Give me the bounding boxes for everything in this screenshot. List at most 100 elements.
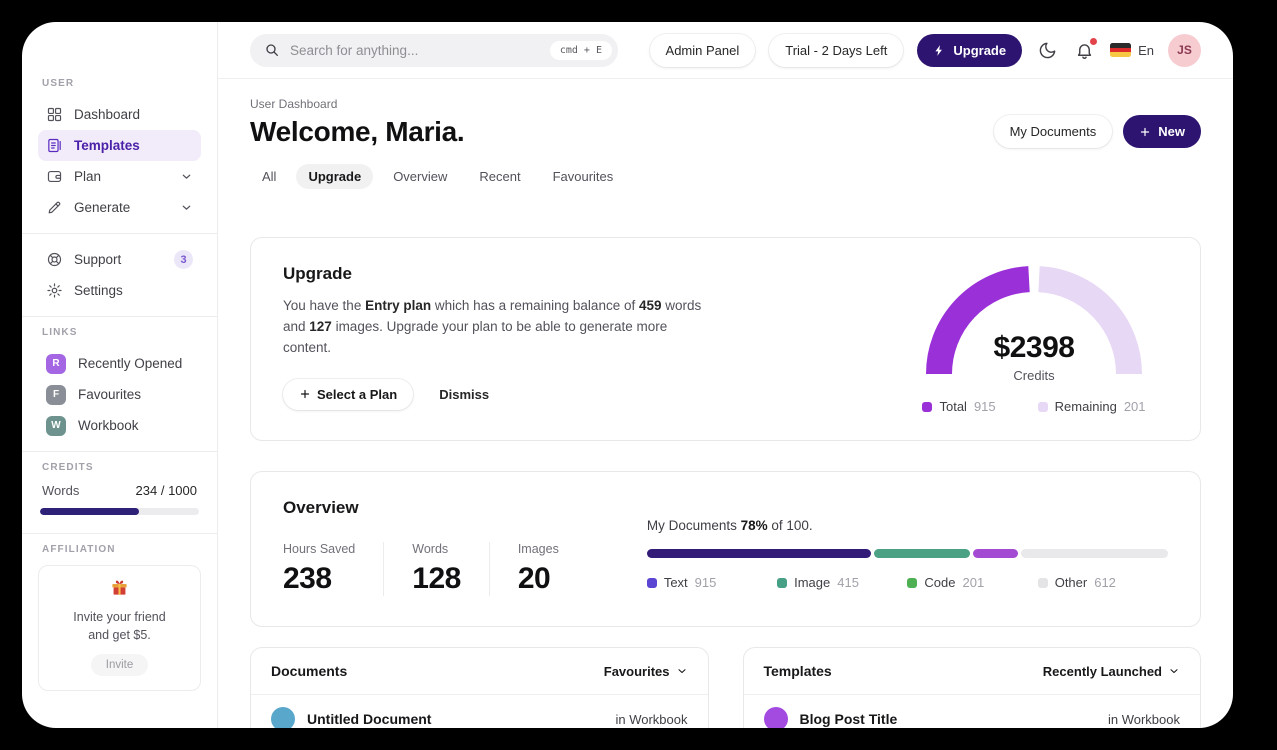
legend-value: 201 [962,575,985,590]
credits-progress-fill [40,508,139,515]
admin-panel-button[interactable]: Admin Panel [649,33,756,67]
new-button[interactable]: New [1123,115,1201,148]
invite-button[interactable]: Invite [90,654,149,677]
bar-segment [873,549,971,558]
link-initial-badge: F [46,384,66,405]
sidebar-item-plan[interactable]: Plan [38,161,201,192]
sidebar-divider [22,233,217,234]
documents-filter-dropdown[interactable]: Favourites [604,664,688,679]
stat-images: Images 20 [488,542,587,596]
legend-swatch [907,577,918,588]
sidebar: USER Dashboard Templates Plan [22,22,218,728]
legend-value: 915 [973,399,996,414]
credits-gauge-chart [926,266,1142,375]
trial-status-button[interactable]: Trial - 2 Days Left [769,33,904,67]
gift-icon [110,580,129,601]
sidebar-link-recently-opened[interactable]: R Recently Opened [38,348,201,379]
credits-words-label: Words [42,483,80,498]
sidebar-item-label: Plan [74,169,102,184]
sidebar-section-credits-label: CREDITS [42,462,94,473]
sidebar-link-favourites[interactable]: F Favourites [38,379,201,410]
sidebar-link-workbook[interactable]: W Workbook [38,410,201,441]
document-location: in Workbook [615,711,688,727]
user-avatar[interactable]: JS [1168,33,1201,67]
bar-segment [973,549,1018,558]
legend-item: Other 612 [1037,575,1168,590]
lifebuoy-icon [46,251,63,268]
affiliation-text-line2: and get $5. [88,628,151,643]
bar-segment [1020,549,1168,558]
language-selector[interactable]: En [1110,43,1154,58]
notifications-button[interactable] [1073,37,1098,62]
tab-recent[interactable]: Recent [479,169,521,184]
legend-item: Remaining 201 [1037,399,1146,414]
page-title: Welcome, Maria. [250,115,465,147]
stats-row: Hours Saved 238 Words 128 Images 20 [283,542,587,596]
legend-value: 201 [1123,399,1146,414]
gear-icon [46,282,63,299]
link-initial-badge: W [46,415,66,436]
sidebar-item-label: Generate [74,200,131,215]
bar-segment [646,549,871,558]
sidebar-item-label: Templates [74,138,140,153]
my-documents-button[interactable]: My Documents [993,115,1113,148]
legend-item: Total 915 [922,399,996,414]
german-flag-icon [1110,43,1132,57]
template-avatar [763,707,788,728]
sidebar-item-generate[interactable]: Generate [38,192,201,223]
document-avatar [271,707,295,728]
search-input[interactable] [290,42,540,58]
grid-icon [46,106,63,123]
template-location: in Workbook [1107,711,1180,727]
notification-dot [1090,37,1098,45]
select-plan-button[interactable]: Select a Plan [283,378,414,410]
tab-upgrade[interactable]: Upgrade [296,164,374,189]
sidebar-item-dashboard[interactable]: Dashboard [38,99,201,130]
legend-label: Image [794,575,831,590]
plus-icon [299,388,311,400]
sidebar-section-affiliation-label: AFFILIATION [42,544,116,555]
chevron-down-icon [676,665,688,677]
dismiss-button[interactable]: Dismiss [439,386,490,402]
affiliation-text-line1: Invite your friend [73,610,166,624]
legend-swatch [646,577,657,588]
legend-label: Total [939,399,967,414]
tab-overview[interactable]: Overview [393,169,448,184]
legend-value: 612 [1094,575,1116,590]
main-area: cmd + E Admin Panel Trial - 2 Days Left … [218,22,1233,728]
sidebar-section-links-label: LINKS [42,327,78,338]
tab-all[interactable]: All [262,169,277,184]
sidebar-link-label: Workbook [78,418,139,433]
sidebar-item-templates[interactable]: Templates [38,130,201,161]
sidebar-divider [22,533,217,534]
overview-card-title: Overview [283,498,359,517]
credits-words-value: 234 / 1000 [135,483,197,498]
legend-swatch [922,401,933,412]
sidebar-item-settings[interactable]: Settings [38,275,201,306]
sidebar-item-label: Support [74,252,122,267]
sidebar-item-support[interactable]: Support 3 [38,244,201,275]
content: User Dashboard Welcome, Maria. My Docume… [218,79,1233,728]
dark-mode-toggle[interactable] [1036,39,1059,62]
templates-filter-dropdown[interactable]: Recently Launched [1043,664,1180,679]
upgrade-button[interactable]: Upgrade [917,33,1023,67]
chevron-down-icon [180,170,193,183]
document-title: Untitled Document [307,711,432,727]
bar-legend: Text 915 Image 415 Code 201 Other 612 [646,575,1168,590]
document-list-item[interactable]: Untitled Document in Workbook [251,695,708,728]
legend-swatch [1037,577,1048,588]
template-icon [46,137,63,154]
legend-label: Remaining [1054,399,1117,414]
legend-value: 415 [837,575,859,590]
search-bar[interactable]: cmd + E [250,33,618,67]
legend-swatch [1037,401,1048,412]
upgrade-card: Upgrade You have the Entry plan which ha… [250,237,1201,441]
breadcrumb: User Dashboard [250,97,338,111]
legend-label: Text [663,575,688,590]
sidebar-section-user-label: USER [42,78,75,89]
upgrade-button-label: Upgrade [953,42,1007,58]
template-list-item[interactable]: Blog Post Title in Workbook [744,695,1201,728]
search-icon [264,42,280,58]
sidebar-divider [22,451,217,452]
tab-favourites[interactable]: Favourites [552,169,614,184]
